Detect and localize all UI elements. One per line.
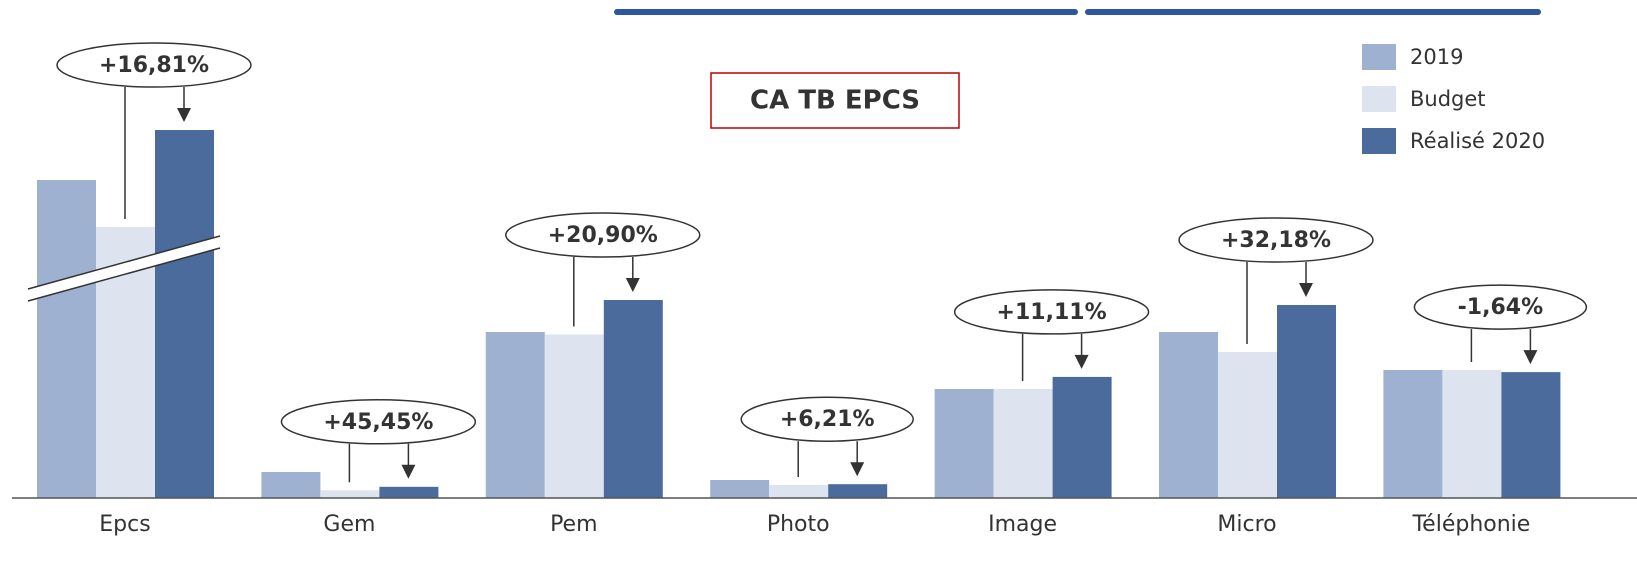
bar bbox=[485, 332, 545, 498]
annotation-bubble bbox=[1413, 284, 1588, 330]
x-tick-label: Gem bbox=[323, 512, 375, 537]
arrow-head bbox=[850, 462, 865, 477]
arrow-head bbox=[401, 464, 416, 479]
bar bbox=[993, 389, 1053, 498]
annotation: +45,45% bbox=[323, 410, 433, 435]
annotation: -1,64% bbox=[1458, 295, 1543, 320]
axis-break bbox=[28, 236, 220, 301]
legend-swatch bbox=[1362, 128, 1396, 154]
annotation-bubble bbox=[953, 289, 1150, 335]
axis-break-line bbox=[27, 247, 221, 302]
annotation: +20,90% bbox=[548, 223, 658, 248]
annotation: +32,18% bbox=[1221, 228, 1331, 253]
chart-title: CA TB EPCS bbox=[750, 86, 920, 116]
bar bbox=[320, 490, 380, 498]
bar bbox=[37, 180, 96, 498]
arrow-head bbox=[1299, 283, 1313, 297]
bar bbox=[1442, 370, 1502, 498]
bar bbox=[1501, 372, 1561, 498]
bar bbox=[1052, 376, 1112, 498]
x-tick-label: Photo bbox=[767, 512, 830, 537]
annotation-bubble bbox=[505, 212, 701, 258]
legend-label: 2019 bbox=[1410, 45, 1463, 69]
bar bbox=[544, 334, 604, 498]
arrow-head bbox=[1523, 350, 1538, 365]
annotation-bubble bbox=[56, 42, 252, 88]
annotation: +11,11% bbox=[997, 300, 1107, 325]
bar bbox=[1159, 332, 1218, 498]
title-box bbox=[710, 72, 960, 129]
legend-label: Réalisé 2020 bbox=[1410, 129, 1545, 153]
bar bbox=[261, 472, 321, 498]
x-tick-label: Image bbox=[988, 512, 1057, 537]
bar bbox=[828, 484, 888, 498]
annotation-bubble bbox=[740, 396, 914, 442]
x-tick-label: Epcs bbox=[99, 512, 150, 537]
bar bbox=[710, 480, 770, 498]
arrow-head bbox=[1074, 354, 1089, 369]
legend-swatch bbox=[1362, 44, 1396, 70]
bar bbox=[155, 130, 214, 498]
annotation: +6,21% bbox=[780, 407, 875, 432]
legend-label: Budget bbox=[1410, 87, 1486, 111]
x-tick-label: Pem bbox=[550, 512, 597, 537]
bar bbox=[934, 389, 994, 498]
x-tick-label: Téléphonie bbox=[1411, 512, 1530, 537]
annotation-bubble bbox=[1178, 217, 1374, 263]
bar bbox=[379, 486, 439, 498]
legend-swatch bbox=[1362, 86, 1396, 112]
bar bbox=[769, 485, 829, 498]
bar bbox=[1277, 305, 1336, 498]
arrow-head bbox=[625, 278, 640, 292]
bar bbox=[1383, 370, 1443, 498]
bar bbox=[1218, 352, 1277, 498]
bar bbox=[603, 300, 663, 498]
annotation: +16,81% bbox=[99, 53, 209, 78]
x-tick-label: Micro bbox=[1217, 512, 1276, 537]
annotation-bubble bbox=[280, 399, 477, 445]
arrow-head bbox=[177, 108, 191, 122]
axis-break-line bbox=[27, 235, 221, 290]
